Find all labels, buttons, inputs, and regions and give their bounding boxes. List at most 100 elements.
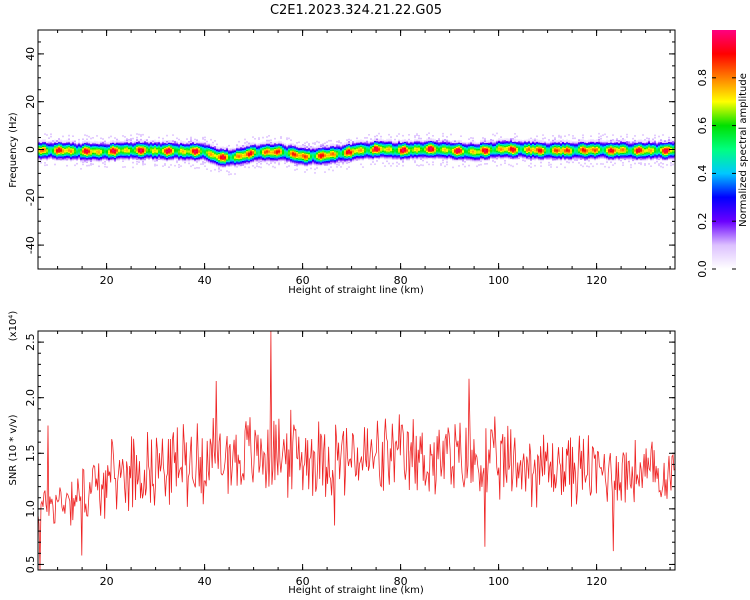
heatmap-cell	[82, 151, 84, 154]
heatmap-cell	[308, 164, 310, 167]
heatmap-cell	[498, 156, 500, 158]
heatmap-cell	[436, 140, 438, 142]
heatmap-cell	[138, 158, 140, 161]
heatmap-cell	[322, 148, 324, 150]
heatmap-cell	[286, 157, 288, 160]
heatmap-cell	[492, 139, 494, 142]
heatmap-cell	[516, 144, 518, 146]
heatmap-cell	[300, 159, 302, 161]
heatmap-cell	[452, 159, 454, 161]
heatmap-cell	[416, 154, 418, 157]
heatmap-cell	[438, 153, 440, 156]
heatmap-cell	[188, 143, 190, 145]
heatmap-cell	[460, 145, 462, 147]
heatmap-cell	[296, 154, 298, 156]
heatmap-cell	[358, 153, 360, 155]
heatmap-cell	[164, 164, 166, 166]
heatmap-cell	[552, 142, 554, 144]
heatmap-cell	[56, 142, 58, 145]
heatmap-cell	[362, 145, 364, 148]
heatmap-cell	[206, 145, 208, 148]
heatmap-cell	[60, 150, 62, 152]
heatmap-cell	[46, 164, 48, 166]
heatmap-cell	[200, 147, 202, 150]
heatmap-cell	[154, 142, 156, 144]
heatmap-cell	[440, 142, 442, 145]
heatmap-cell	[446, 163, 448, 166]
heatmap-cell	[38, 156, 40, 158]
heatmap-cell	[286, 144, 288, 147]
heatmap-cell	[536, 157, 538, 159]
heatmap-cell	[454, 152, 456, 154]
heatmap-cell	[504, 162, 506, 164]
heatmap-cell	[268, 142, 270, 144]
heatmap-cell	[330, 144, 332, 147]
heatmap-cell	[376, 144, 378, 147]
heatmap-cell	[312, 149, 314, 152]
heatmap-cell	[560, 147, 562, 150]
heatmap-cell	[244, 148, 246, 150]
heatmap-cell	[440, 164, 442, 166]
heatmap-cell	[184, 150, 186, 153]
heatmap-cell	[586, 142, 588, 145]
heatmap-cell	[412, 140, 414, 143]
heatmap-cell	[476, 146, 478, 148]
heatmap-cell	[272, 158, 274, 161]
heatmap-cell	[180, 140, 182, 142]
heatmap-cell	[340, 149, 342, 151]
heatmap-cell	[88, 150, 90, 152]
heatmap-cell	[146, 148, 148, 151]
heatmap-cell	[594, 147, 596, 149]
heatmap-cell	[398, 141, 400, 144]
heatmap-cell	[272, 156, 274, 158]
heatmap-cell	[246, 156, 248, 159]
heatmap-cell	[258, 161, 260, 163]
heatmap-cell	[562, 144, 564, 146]
heatmap-cell	[158, 152, 160, 154]
heatmap-cell	[352, 143, 354, 145]
heatmap-cell	[322, 145, 324, 148]
heatmap-cell	[222, 147, 224, 150]
heatmap-cell	[54, 148, 56, 150]
heatmap-cell	[170, 153, 172, 155]
heatmap-cell	[232, 156, 234, 158]
heatmap-cell	[444, 145, 446, 147]
heatmap-cell	[322, 150, 324, 153]
heatmap-cell	[554, 144, 556, 146]
heatmap-cell	[450, 143, 452, 145]
heatmap-cell	[146, 145, 148, 147]
heatmap-cell	[470, 147, 472, 150]
heatmap-cell	[482, 144, 484, 146]
heatmap-cell	[538, 145, 540, 148]
heatmap-cell	[82, 143, 84, 145]
heatmap-cell	[80, 156, 82, 158]
heatmap-cell	[142, 156, 144, 159]
heatmap-cell	[272, 153, 274, 156]
heatmap-cell	[208, 157, 210, 159]
heatmap-cell	[528, 141, 530, 143]
heatmap-cell	[382, 152, 384, 155]
heatmap-cell	[484, 142, 486, 145]
heatmap-cell	[390, 156, 392, 159]
heatmap-cell	[446, 140, 448, 143]
heatmap-cell	[136, 153, 138, 156]
heatmap-cell	[326, 146, 328, 148]
heatmap-cell	[496, 153, 498, 155]
heatmap-cell	[594, 155, 596, 157]
heatmap-cell	[450, 140, 452, 143]
heatmap-cell	[552, 139, 554, 142]
heatmap-cell	[576, 149, 578, 152]
heatmap-cell	[354, 151, 356, 153]
heatmap-cell	[394, 146, 396, 148]
heatmap-cell	[532, 148, 534, 150]
heatmap-cell	[514, 151, 516, 153]
heatmap-cell	[346, 160, 348, 163]
heatmap-cell	[578, 144, 580, 146]
heatmap-cell	[502, 154, 504, 156]
heatmap-cell	[460, 146, 462, 148]
heatmap-cell	[528, 145, 530, 148]
heatmap-cell	[450, 151, 452, 154]
heatmap-cell	[40, 161, 42, 164]
heatmap-cell	[344, 150, 346, 153]
heatmap-cell	[64, 155, 66, 158]
